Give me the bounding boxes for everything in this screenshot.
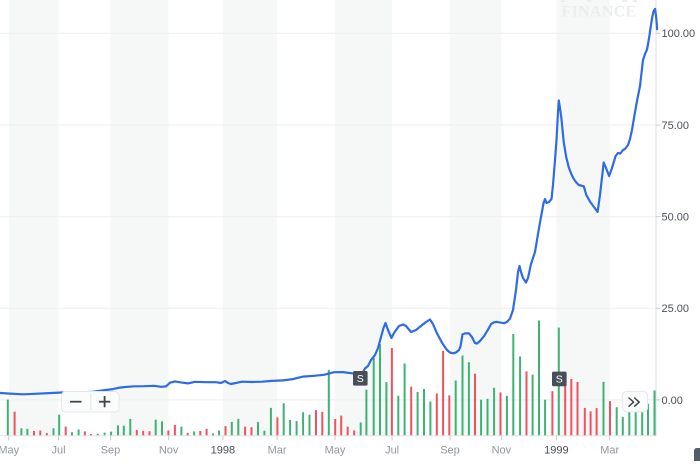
svg-text:0.00: 0.00 bbox=[662, 395, 683, 407]
svg-text:25.00: 25.00 bbox=[662, 303, 690, 315]
svg-text:Sep: Sep bbox=[101, 445, 121, 457]
svg-text:75.00: 75.00 bbox=[662, 120, 690, 132]
svg-text:May: May bbox=[325, 445, 346, 457]
svg-text:S: S bbox=[357, 373, 364, 385]
svg-text:1999: 1999 bbox=[544, 445, 568, 457]
svg-text:50.00: 50.00 bbox=[662, 212, 690, 224]
svg-text:FINANCE: FINANCE bbox=[562, 4, 637, 21]
svg-text:Jul: Jul bbox=[51, 445, 65, 457]
svg-text:Mar: Mar bbox=[268, 445, 287, 457]
svg-text:May: May bbox=[0, 445, 20, 457]
svg-text:Nov: Nov bbox=[492, 445, 512, 457]
svg-text:S: S bbox=[556, 374, 563, 386]
svg-text:Nov: Nov bbox=[159, 445, 179, 457]
svg-text:Jul: Jul bbox=[385, 445, 399, 457]
svg-text:1998: 1998 bbox=[211, 445, 235, 457]
svg-text:Sep: Sep bbox=[440, 445, 460, 457]
svg-text:Mar: Mar bbox=[600, 445, 619, 457]
svg-text:100.00: 100.00 bbox=[662, 28, 696, 40]
